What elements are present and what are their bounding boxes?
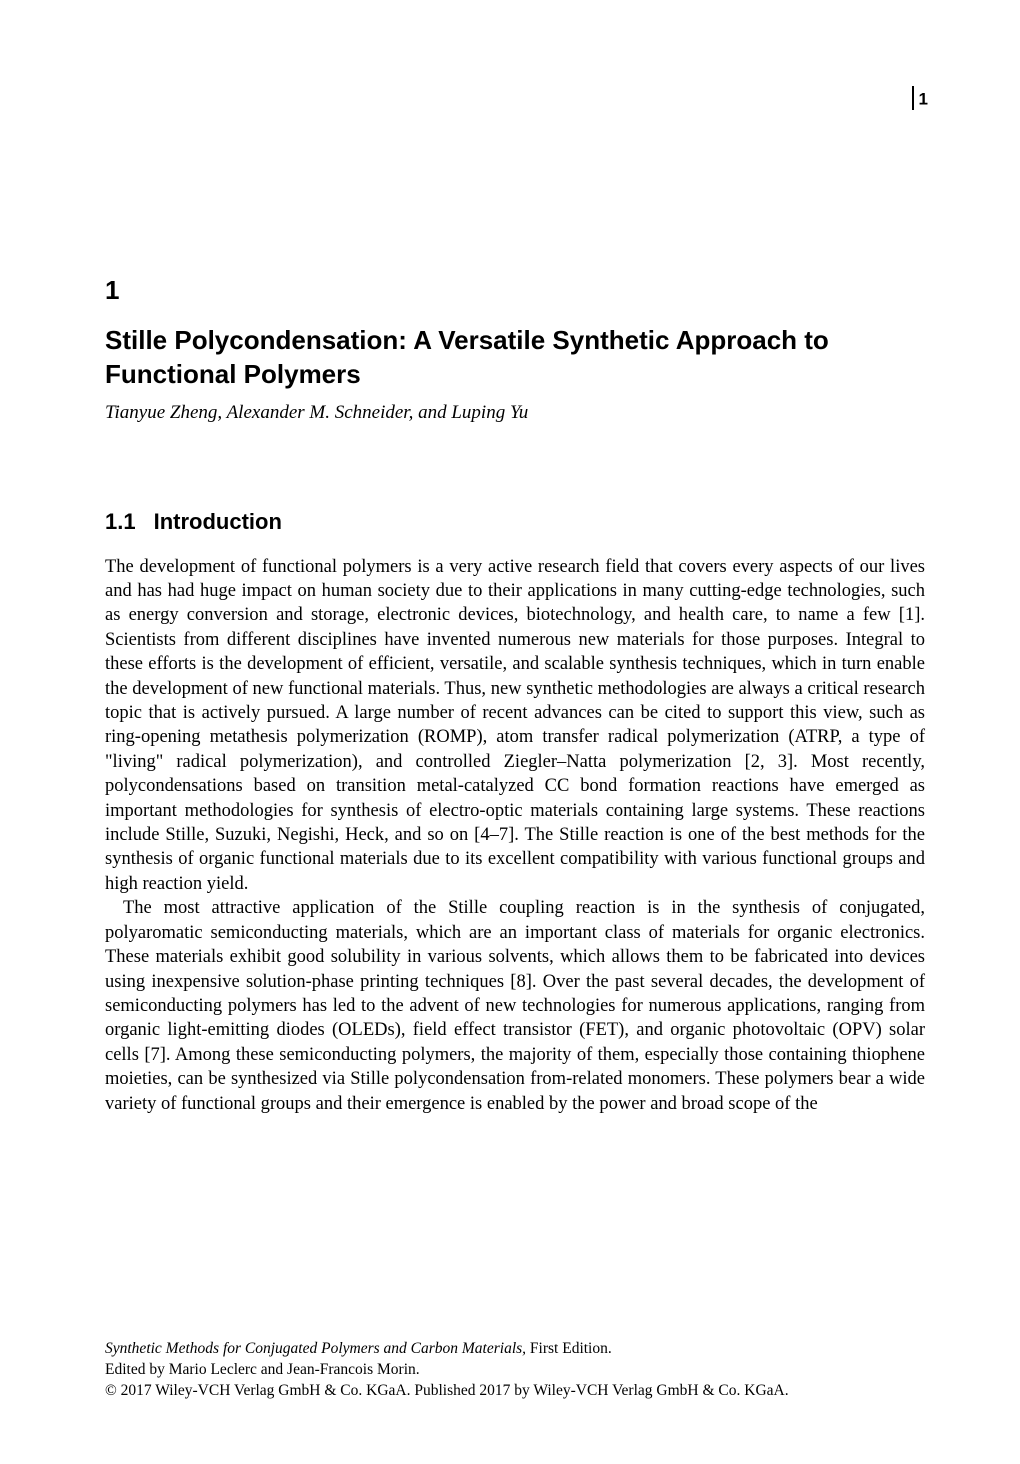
body-paragraph-2: The most attractive application of the S…: [105, 896, 925, 1116]
footer-editors: Edited by Mario Leclerc and Jean-Francoi…: [105, 1360, 925, 1381]
section-number: 1.1: [105, 509, 136, 534]
footer-edition: First Edition.: [526, 1340, 612, 1357]
section-title: Introduction: [154, 509, 282, 534]
body-paragraph-1: The development of functional polymers i…: [105, 555, 925, 897]
chapter-title: Stille Polycondensation: A Versatile Syn…: [105, 324, 925, 392]
chapter-number: 1: [105, 275, 925, 306]
chapter-authors: Tianyue Zheng, Alexander M. Schneider, a…: [105, 402, 925, 424]
section-heading: 1.1 Introduction: [105, 509, 925, 535]
footer-book-line: Synthetic Methods for Conjugated Polymer…: [105, 1339, 925, 1360]
footer-book-title: Synthetic Methods for Conjugated Polymer…: [105, 1340, 526, 1357]
page-number-top: 1: [912, 88, 928, 112]
footer: Synthetic Methods for Conjugated Polymer…: [105, 1339, 925, 1402]
footer-copyright: © 2017 Wiley-VCH Verlag GmbH & Co. KGaA.…: [105, 1381, 925, 1402]
